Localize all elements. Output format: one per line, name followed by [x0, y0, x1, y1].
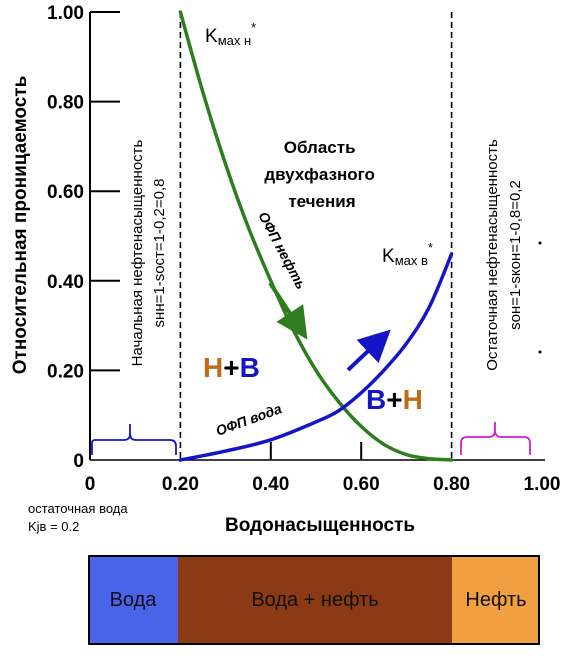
residual-oil-saturation-formula: sон=1-sкон=1-0,8=0,2	[507, 180, 524, 330]
oil-permeability-curve	[178, 10, 454, 462]
two-phase-region-title: Область двухфазного течения	[264, 138, 379, 211]
water-direction-arrow	[346, 329, 391, 372]
kjv-label: Kjв = 0.2	[28, 519, 79, 534]
water-permeability-curve	[178, 252, 454, 462]
x-tick-label: 0.80	[433, 474, 470, 495]
residual-water-label: остаточная вода	[28, 501, 128, 516]
axes	[89, 12, 545, 461]
y-tick-label: 0	[73, 451, 84, 472]
y-tick-label: 0.40	[47, 272, 84, 293]
phase-oil-label: Нефть	[465, 588, 527, 611]
phase-water-label: Вода	[109, 588, 157, 611]
y-axis-label: Относительная проницаемость	[10, 76, 31, 375]
oil-curve-label: ОФП нефть	[255, 209, 309, 292]
x-tick-label: 1.00	[524, 474, 561, 495]
x-tick-label: 0.60	[343, 474, 380, 495]
kmax-water-label: Kмах в*	[382, 240, 433, 268]
right-edge-dot-top	[538, 241, 542, 245]
phase-water-oil-segment: Вода + нефть	[178, 555, 452, 645]
phase-water-segment: Вода	[88, 555, 178, 645]
phase-water-oil-label: Вода + нефть	[251, 588, 379, 611]
initial-oil-saturation-formula: sнн=1-sост=1-0,2=0,8	[151, 179, 168, 328]
x-tick-label: 0	[85, 474, 96, 495]
y-tick-label: 0.60	[47, 182, 84, 203]
residual-oil-saturation-label: Остаточная нефтенасыщенность	[484, 139, 501, 371]
y-tick-label: 1.00	[47, 3, 84, 24]
phase-oil-segment: Нефть	[452, 555, 540, 645]
x-tick-label: 0.20	[162, 474, 199, 495]
x-axis-label: Водонасыщенность	[225, 515, 415, 536]
right-edge-dot-bottom	[538, 350, 542, 354]
right-zone-label: В+Н	[366, 384, 423, 415]
y-tick-label: 0.80	[47, 93, 84, 114]
initial-oil-saturation-label: Начальная нефтенасыщенность	[129, 139, 146, 366]
residual-oil-brace	[460, 422, 531, 455]
oil-direction-arrow	[268, 281, 308, 340]
kmax-oil-label: Kмах н*	[205, 20, 256, 48]
left-zone-label: Н+В	[203, 352, 260, 383]
y-tick-label: 0.20	[47, 361, 84, 382]
water-curve-label: ОФП вода	[214, 400, 284, 439]
residual-water-brace	[91, 424, 177, 455]
relative-permeability-chart: 0 0.20 0.40 0.60 0.80 1.00 0 0.20 0.40 0.60 0.80 1…	[10, 3, 561, 536]
x-tick-label: 0.40	[252, 474, 289, 495]
